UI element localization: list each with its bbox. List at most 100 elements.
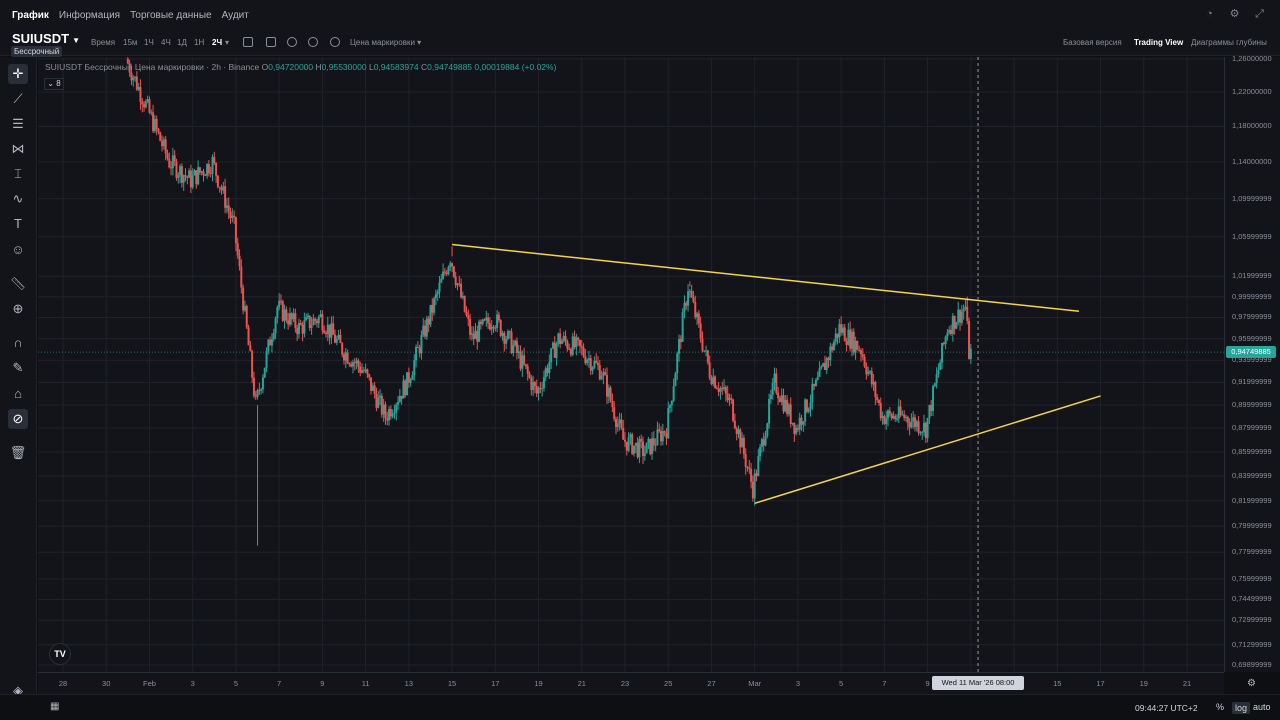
timeframe-4h[interactable]: 4Ч: [161, 38, 171, 47]
view-tradingview[interactable]: Trading View: [1134, 38, 1184, 47]
candle-body: [946, 332, 949, 337]
hide-drawings-icon[interactable]: ⊘: [8, 409, 28, 429]
timeframe-dropdown-icon[interactable]: ▾: [225, 38, 230, 47]
axis-settings-icon[interactable]: ⚙: [1247, 678, 1256, 689]
candle-body: [382, 404, 385, 415]
price-source-select[interactable]: Цена маркировки ▾: [350, 38, 422, 47]
candle-body: [631, 434, 634, 454]
candle-body: [243, 306, 246, 311]
symbol-selector[interactable]: SUIUSDT ▼: [12, 31, 80, 46]
candle-body: [413, 360, 416, 376]
trash-icon[interactable]: 🗑︎: [9, 445, 27, 460]
candle-body: [170, 167, 173, 169]
percent-toggle[interactable]: %: [1216, 702, 1225, 712]
time-tick-label: 15: [1053, 679, 1062, 688]
candle-body: [562, 335, 565, 341]
candle-body: [261, 377, 264, 390]
pattern-tool-icon[interactable]: ⋈: [11, 141, 25, 156]
candle-body: [135, 76, 138, 90]
ruler-icon[interactable]: 📏︎: [9, 276, 27, 291]
timeframe-1d[interactable]: 1Д: [177, 38, 187, 47]
time-tick-label: Feb: [142, 679, 156, 688]
candle-body: [768, 398, 771, 424]
price-tick-label: 0,75999999: [1232, 573, 1272, 583]
timeframe-1w[interactable]: 1Н: [194, 38, 205, 47]
time-tick-label: 7: [277, 679, 282, 688]
settings-chart-icon[interactable]: [330, 37, 340, 47]
price-axis[interactable]: [1224, 57, 1280, 672]
candle-body: [627, 437, 630, 451]
draw-lock-icon[interactable]: ✎: [12, 360, 24, 375]
lock-icon[interactable]: ⌂: [14, 386, 22, 401]
candle-body: [577, 337, 580, 341]
candle-body: [159, 132, 162, 141]
candle-body: [162, 139, 165, 147]
time-tick-label: 23: [620, 679, 630, 688]
time-axis[interactable]: [38, 672, 1224, 694]
add-icon[interactable]: [308, 37, 318, 47]
time-label[interactable]: Время: [91, 38, 116, 47]
candle-body: [894, 416, 897, 420]
camera-icon[interactable]: [287, 37, 297, 47]
indicators-icon[interactable]: [243, 37, 253, 47]
candle-body: [469, 319, 472, 335]
legend-open-label: O: [261, 62, 269, 72]
candle-body: [299, 323, 302, 325]
fullscreen-icon[interactable]: ⤢: [1255, 8, 1264, 20]
candle-body: [402, 380, 405, 399]
magnet-icon[interactable]: ∩: [13, 335, 23, 350]
candle-body: [335, 338, 338, 343]
compare-icon[interactable]: [266, 37, 276, 47]
time-tick-label: 17: [491, 679, 500, 688]
candle-body: [723, 387, 726, 390]
timeframe-2h[interactable]: 2Ч: [212, 38, 223, 47]
auto-toggle[interactable]: auto: [1253, 702, 1271, 712]
trendline-tool-icon[interactable]: ⟋: [13, 91, 23, 106]
text-tool-icon[interactable]: T: [14, 216, 22, 231]
layers-icon[interactable]: ◈: [13, 683, 23, 698]
tab-trading-data[interactable]: Торговые данные: [130, 9, 212, 21]
measure-tool-icon[interactable]: ⌶: [14, 166, 22, 181]
candle-body: [800, 417, 803, 425]
trendline-upper: [451, 243, 1080, 312]
candle-body: [897, 406, 900, 419]
crosshair-icon[interactable]: ✛: [8, 64, 28, 84]
candle-body: [642, 441, 645, 456]
zoom-icon[interactable]: ⊕: [12, 301, 24, 316]
tab-chart[interactable]: График: [12, 9, 49, 21]
time-tick-label: 5: [233, 679, 239, 688]
settings-icon[interactable]: ⚙: [1229, 8, 1240, 20]
price-chart[interactable]: [38, 57, 1224, 672]
candle-body: [361, 370, 364, 373]
candle-body: [406, 372, 409, 396]
tab-audit[interactable]: Аудит: [221, 9, 249, 21]
candle-body: [688, 290, 691, 292]
candle-body: [877, 399, 880, 404]
price-tick-label: 1,26000000: [1232, 54, 1272, 63]
candle-body: [951, 315, 954, 335]
forecast-tool-icon[interactable]: ∿: [12, 191, 24, 206]
calendar-icon[interactable]: ▦: [50, 701, 60, 712]
time-tick-label: 3: [795, 679, 801, 688]
candle-body: [461, 295, 464, 298]
candle-body: [717, 388, 720, 392]
fib-tool-icon[interactable]: ☰: [12, 116, 24, 131]
candle-body: [400, 395, 403, 399]
tab-info[interactable]: Информация: [58, 9, 121, 21]
timeframe-1h[interactable]: 1Ч: [144, 38, 154, 47]
view-depth[interactable]: Диаграммы глубины: [1191, 38, 1267, 47]
price-tick-label: 0,81999999: [1232, 495, 1272, 505]
emoji-tool-icon[interactable]: ☺: [11, 242, 25, 257]
log-toggle[interactable]: log: [1232, 702, 1251, 714]
candle-body: [874, 382, 877, 397]
candle-body: [240, 266, 243, 288]
view-basic[interactable]: Базовая версия: [1063, 38, 1122, 47]
candle-body: [773, 373, 776, 383]
timeframe-15m[interactable]: 15м: [123, 38, 138, 47]
bell-icon[interactable]: ◔: [1206, 8, 1213, 20]
candle-body: [780, 395, 783, 402]
indicators-toggle[interactable]: ⌄ 8: [44, 78, 64, 90]
time-tick-label: 13: [404, 679, 414, 688]
candle-body: [368, 374, 371, 378]
candle-body: [919, 432, 922, 434]
